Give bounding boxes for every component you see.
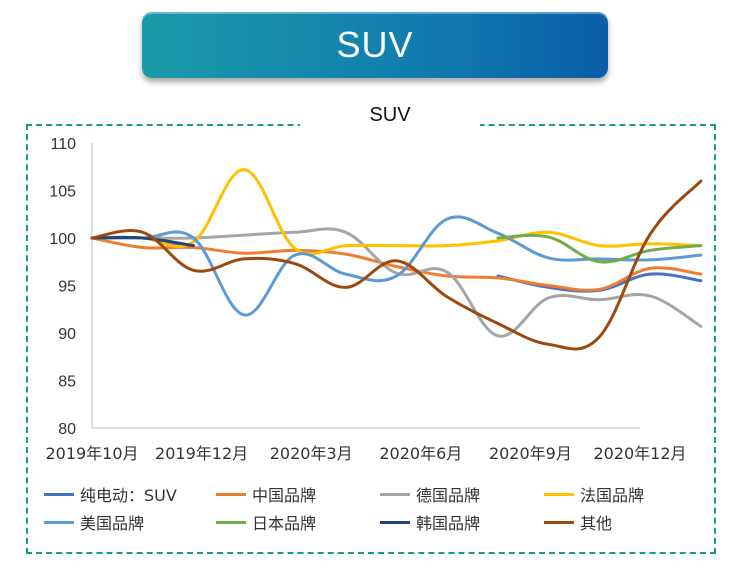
legend-item: 法国品牌 bbox=[544, 482, 644, 506]
legend-label: 美国品牌 bbox=[80, 514, 145, 533]
y-tick-label: 110 bbox=[50, 136, 76, 153]
x-tick-label: 2019年12月 bbox=[155, 444, 248, 463]
y-tick-label: 80 bbox=[58, 421, 76, 438]
legend-item: 美国品牌 bbox=[44, 510, 144, 534]
title-banner: SUV bbox=[142, 12, 608, 78]
x-tick-label: 2020年12月 bbox=[593, 444, 686, 463]
x-tick-label: 2020年3月 bbox=[270, 444, 353, 463]
legend-swatch bbox=[380, 492, 410, 496]
legend-swatch bbox=[44, 492, 74, 496]
legend-swatch bbox=[544, 492, 574, 496]
legend-swatch bbox=[544, 520, 574, 524]
chart-title-backdrop bbox=[300, 112, 480, 136]
chart-title: SUV bbox=[369, 104, 411, 126]
series-line-4 bbox=[90, 215, 703, 317]
series-line-7 bbox=[90, 179, 703, 351]
y-tick-label: 85 bbox=[58, 374, 76, 391]
legend-item: 中国品牌 bbox=[216, 482, 316, 506]
x-tick-label: 2020年9月 bbox=[489, 444, 572, 463]
y-tick-label: 90 bbox=[58, 326, 76, 343]
legend-item: 德国品牌 bbox=[380, 482, 480, 506]
legend-label: 法国品牌 bbox=[580, 486, 645, 505]
chart-legend: 纯电动：SUV 中国品牌 德国品牌 法国品牌美国品牌 日本品牌 韩国品牌 其他 bbox=[44, 482, 704, 538]
legend-label: 其他 bbox=[580, 514, 613, 533]
series-line-5 bbox=[496, 233, 703, 264]
series-line-3 bbox=[90, 168, 703, 256]
legend-label: 德国品牌 bbox=[416, 486, 481, 505]
y-tick-label: 95 bbox=[58, 279, 76, 296]
legend-swatch bbox=[380, 520, 410, 524]
y-tick-label: 100 bbox=[49, 231, 76, 248]
legend-item: 日本品牌 bbox=[216, 510, 316, 534]
legend-label: 韩国品牌 bbox=[416, 514, 481, 533]
series-line-6 bbox=[90, 235, 195, 248]
legend-label: 日本品牌 bbox=[252, 514, 317, 533]
legend-item: 纯电动：SUV bbox=[44, 482, 177, 506]
legend-label: 中国品牌 bbox=[252, 486, 317, 505]
y-tick-label: 105 bbox=[49, 184, 76, 201]
x-tick-label: 2019年10月 bbox=[45, 444, 138, 463]
x-tick-label: 2020年6月 bbox=[379, 444, 462, 463]
legend-swatch bbox=[216, 520, 246, 524]
legend-swatch bbox=[216, 492, 246, 496]
legend-item: 韩国品牌 bbox=[380, 510, 480, 534]
legend-swatch bbox=[44, 520, 74, 524]
series-line-1 bbox=[90, 236, 703, 292]
legend-label: 纯电动：SUV bbox=[80, 486, 177, 505]
legend-item: 其他 bbox=[544, 510, 612, 534]
banner-title: SUV bbox=[336, 24, 414, 65]
